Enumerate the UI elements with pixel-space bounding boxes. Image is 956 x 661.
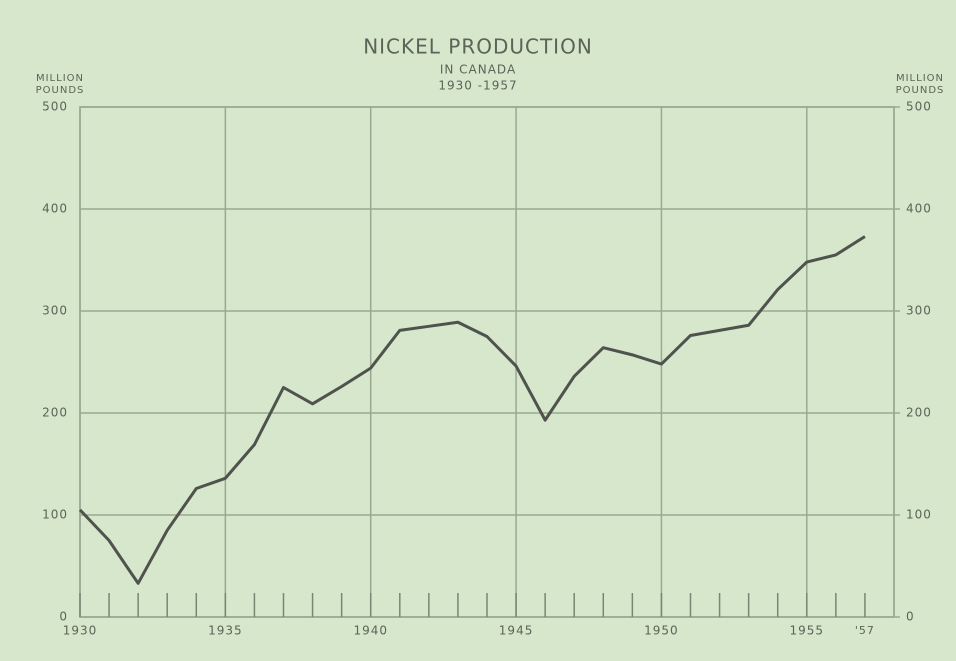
y-axis-label: POUNDS	[36, 85, 85, 96]
x-tick-label: 1955	[790, 624, 825, 638]
y2-tick-label: 400	[906, 202, 932, 216]
y2-tick-label: 100	[906, 508, 932, 522]
x-tick-label: 1945	[499, 624, 534, 638]
x-tick-label: 1950	[644, 624, 679, 638]
y-tick-label: 500	[42, 100, 68, 114]
y2-tick-label: 0	[906, 610, 915, 624]
data-line	[78, 235, 866, 585]
chart-subtitle: IN CANADA	[440, 63, 516, 77]
x-tick-label: 1930	[63, 624, 98, 638]
y2-axis-label: MILLION	[896, 73, 944, 84]
y-tick-label: 200	[42, 406, 68, 420]
y-tick-label: 100	[42, 508, 68, 522]
y2-tick-label: 200	[906, 406, 932, 420]
x-tick-label: '57	[855, 624, 875, 637]
y2-tick-label: 300	[906, 304, 932, 318]
y2-axis-label: POUNDS	[896, 85, 945, 96]
y-tick-label: 300	[42, 304, 68, 318]
y-axis-label: MILLION	[36, 73, 84, 84]
x-tick-label: 1935	[208, 624, 243, 638]
y-tick-label: 0	[59, 610, 68, 624]
chart-subtitle: 1930 -1957	[438, 79, 517, 93]
x-tick-label: 1940	[353, 624, 388, 638]
chart-title: NICKEL PRODUCTION	[363, 35, 593, 59]
y2-tick-label: 500	[906, 100, 932, 114]
y-tick-label: 400	[42, 202, 68, 216]
